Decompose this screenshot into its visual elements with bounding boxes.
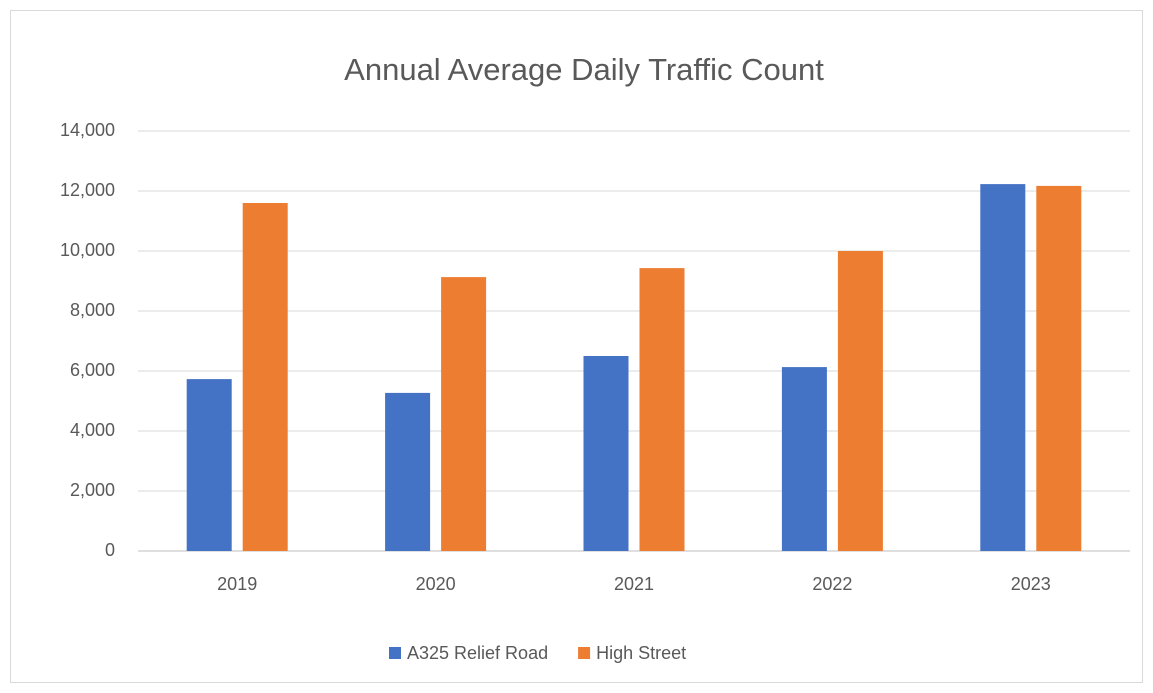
bar [242,203,288,551]
x-tick-label: 2020 [416,574,456,594]
x-tick-label: 2023 [1011,574,1051,594]
legend-swatch [578,647,591,659]
bar [639,268,685,551]
y-tick-label: 6,000 [70,360,115,380]
bar [441,277,487,551]
x-tick-label: 2021 [614,574,654,594]
legend-swatch [389,647,401,659]
chart-border [10,10,1143,683]
y-tick-label: 8,000 [70,300,115,320]
legend-label: High Street [596,643,686,663]
legend-label: A325 Relief Road [407,643,548,663]
bar [980,184,1026,551]
bar [583,356,629,551]
y-tick-label: 0 [105,540,115,560]
y-tick-label: 2,000 [70,480,115,500]
bar [1036,185,1082,551]
chart-title: Annual Average Daily Traffic Count [344,52,824,87]
bar [385,392,431,551]
bar [781,367,827,551]
x-tick-label: 2019 [217,574,257,594]
y-tick-label: 10,000 [60,240,115,260]
bar [186,379,232,551]
y-tick-label: 4,000 [70,420,115,440]
y-tick-label: 12,000 [60,180,115,200]
y-tick-label: 14,000 [60,120,115,140]
x-tick-label: 2022 [812,574,852,594]
bar [837,251,883,551]
